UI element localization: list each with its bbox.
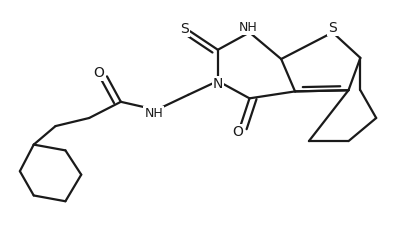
Text: NH: NH (144, 107, 163, 120)
Text: N: N (213, 77, 223, 92)
Text: S: S (328, 21, 337, 35)
Text: O: O (232, 125, 243, 139)
Text: O: O (94, 66, 105, 80)
Text: S: S (180, 22, 189, 36)
Text: NH: NH (239, 21, 258, 34)
